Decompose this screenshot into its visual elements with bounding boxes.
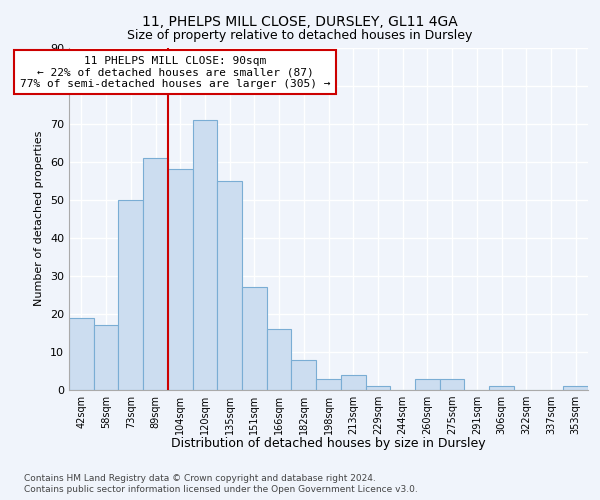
Text: Contains HM Land Registry data © Crown copyright and database right 2024.: Contains HM Land Registry data © Crown c… — [24, 474, 376, 483]
Bar — [316, 378, 341, 390]
Text: 11, PHELPS MILL CLOSE, DURSLEY, GL11 4GA: 11, PHELPS MILL CLOSE, DURSLEY, GL11 4GA — [142, 15, 458, 29]
Text: Size of property relative to detached houses in Dursley: Size of property relative to detached ho… — [127, 29, 473, 42]
Bar — [217, 180, 242, 390]
Bar — [168, 170, 193, 390]
Bar — [489, 386, 514, 390]
Bar — [415, 378, 440, 390]
Bar — [94, 326, 118, 390]
Text: 11 PHELPS MILL CLOSE: 90sqm
← 22% of detached houses are smaller (87)
77% of sem: 11 PHELPS MILL CLOSE: 90sqm ← 22% of det… — [20, 56, 331, 89]
Bar — [242, 287, 267, 390]
Bar — [118, 200, 143, 390]
Bar — [69, 318, 94, 390]
Text: Contains public sector information licensed under the Open Government Licence v3: Contains public sector information licen… — [24, 485, 418, 494]
Bar — [292, 360, 316, 390]
Bar — [563, 386, 588, 390]
Y-axis label: Number of detached properties: Number of detached properties — [34, 131, 44, 306]
Bar — [341, 375, 365, 390]
Bar — [143, 158, 168, 390]
Bar — [440, 378, 464, 390]
Bar — [267, 329, 292, 390]
Bar — [365, 386, 390, 390]
Text: Distribution of detached houses by size in Dursley: Distribution of detached houses by size … — [172, 438, 486, 450]
Bar — [193, 120, 217, 390]
